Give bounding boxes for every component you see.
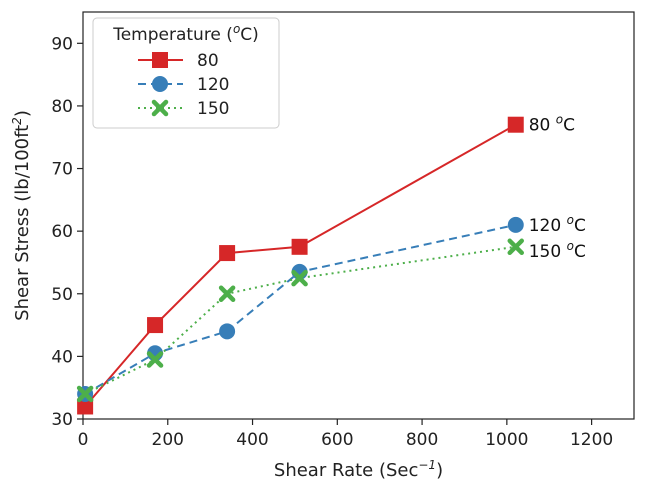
legend-marker-120 (152, 76, 168, 92)
y-axis-label: Shear Stress (lb/100ft2) (10, 110, 33, 321)
legend-label-80: 80 (197, 51, 219, 71)
x-tick-label: 1200 (570, 430, 613, 450)
annotation-150: 150 oC (529, 239, 586, 262)
data-point-120 (507, 216, 524, 233)
data-point-120 (219, 323, 236, 340)
y-tick-label: 40 (51, 347, 73, 367)
data-point-80 (291, 238, 308, 255)
x-tick-label: 200 (152, 430, 184, 450)
data-point-150 (218, 285, 236, 303)
x-tick-label: 800 (406, 430, 438, 450)
legend-label-120: 120 (197, 75, 229, 95)
x-tick-label: 600 (321, 430, 353, 450)
legend-box (92, 17, 280, 129)
y-tick-label: 80 (51, 97, 73, 117)
annotations: 80 oC 120 oC 150 oC (529, 113, 586, 262)
legend-title: Temperature (oC) (112, 22, 259, 45)
data-point-80 (507, 116, 524, 133)
y-tick-label: 30 (51, 410, 73, 430)
y-tick-label: 60 (51, 222, 73, 242)
annotation-120: 120 oC (529, 213, 586, 236)
plot-frame (82, 11, 635, 420)
data-point-150 (146, 351, 164, 368)
annotation-80: 80 oC (529, 113, 575, 136)
legend-marker-80 (152, 52, 168, 68)
data-point-150 (507, 238, 524, 256)
x-tick-label: 0 (78, 430, 89, 450)
legend-label-150: 150 (197, 99, 229, 119)
axes: 0 200 400 600 800 1000 1200 30 40 50 60 70 80 90 Shear… (10, 11, 635, 481)
x-tick-label: 1000 (485, 430, 528, 450)
legend-marker-150 (151, 99, 169, 117)
data-point-80 (77, 398, 94, 415)
legend: Temperature (oC) 80 120 150 (92, 17, 280, 129)
series-layer (76, 116, 524, 415)
x-axis-label: Shear Rate (Sec−1) (274, 458, 443, 481)
data-point-150 (76, 385, 94, 403)
data-point-150 (291, 269, 308, 287)
y-tick-label: 50 (51, 285, 73, 305)
y-tick-label: 70 (51, 160, 73, 180)
y-tick-label: 90 (51, 34, 73, 54)
data-point-80 (219, 245, 236, 262)
x-tick-label: 400 (236, 430, 268, 450)
data-point-80 (147, 317, 164, 334)
